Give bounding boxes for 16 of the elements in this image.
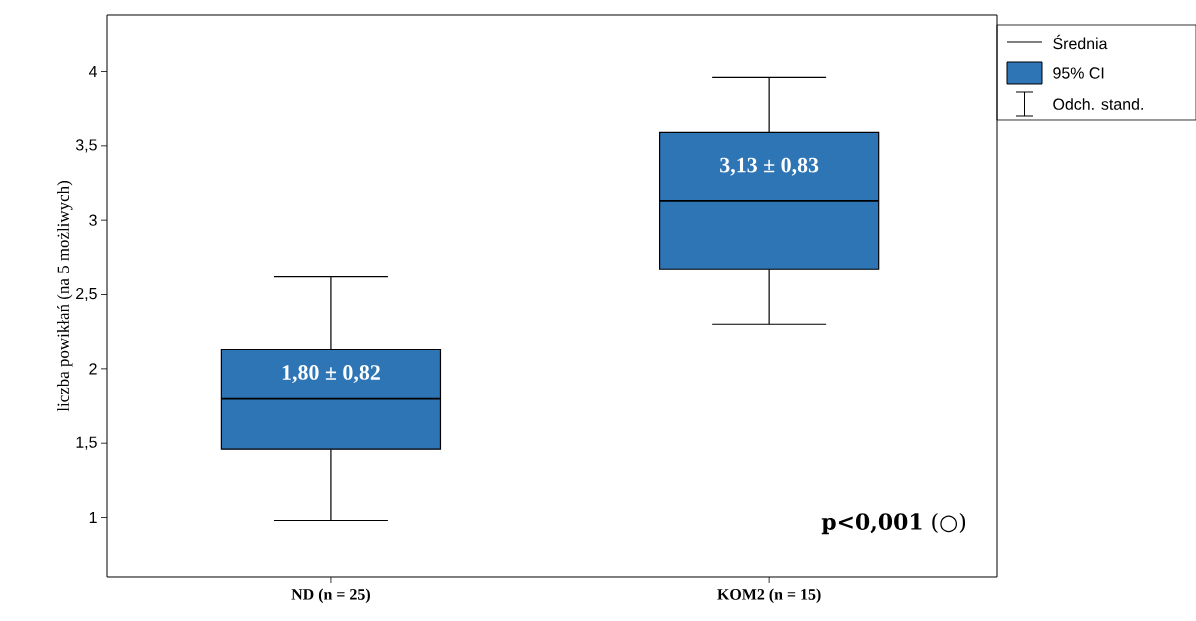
y-tick-label: 3,5: [75, 139, 97, 153]
text: Odch. stand.: [1053, 98, 1143, 110]
y-axis-title: liczba powikłań (na 5 możliwych): [57, 181, 73, 412]
annotation: 1,80 ± 0,82: [282, 365, 380, 384]
annotation: 3,13 ± 0,83: [720, 157, 819, 176]
x-tick-label: ND (n = 25): [291, 588, 370, 603]
x-tick-label: KOM2 (n = 15): [717, 588, 821, 603]
text: Średnia: [1053, 34, 1108, 50]
y-tick-label: 2: [89, 363, 97, 375]
y-tick-label: 2,5: [76, 287, 97, 302]
text: 95% CI: [1053, 67, 1104, 79]
y-tick-label: 1,5: [76, 436, 97, 450]
annotation: p<0,001 (○): [821, 512, 966, 535]
y-tick-label: 3: [89, 214, 97, 226]
y-tick-label: 4: [88, 66, 97, 77]
y-tick-label: 1: [89, 512, 97, 524]
